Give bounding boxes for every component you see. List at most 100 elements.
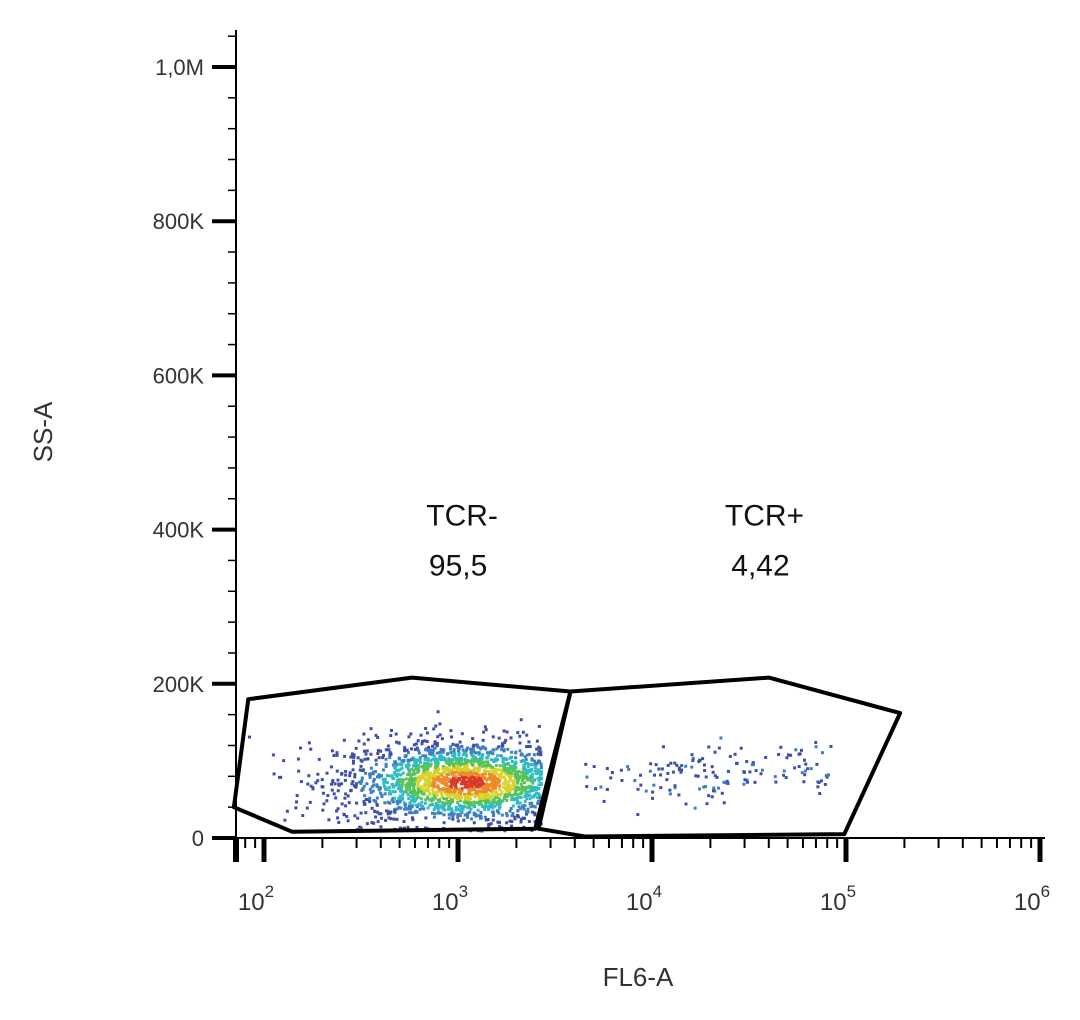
event-dot bbox=[509, 774, 513, 778]
event-dot bbox=[394, 765, 398, 769]
event-dot bbox=[461, 807, 465, 811]
event-dot bbox=[526, 785, 530, 789]
event-dot bbox=[353, 814, 357, 818]
event-dot bbox=[456, 757, 460, 761]
event-dot bbox=[342, 738, 346, 742]
event-dot bbox=[528, 778, 532, 782]
event-dot bbox=[819, 779, 823, 783]
event-dot bbox=[499, 768, 503, 772]
event-dot bbox=[723, 781, 727, 785]
event-dot bbox=[528, 801, 532, 805]
event-dot bbox=[713, 750, 717, 754]
event-dot bbox=[434, 763, 438, 767]
event-dot bbox=[469, 817, 473, 821]
event-dot bbox=[522, 764, 526, 768]
event-dot bbox=[449, 745, 453, 749]
event-dot bbox=[495, 771, 499, 775]
event-dot bbox=[461, 776, 465, 780]
event-dot bbox=[460, 779, 464, 783]
event-dot bbox=[679, 770, 683, 774]
event-dot bbox=[461, 768, 465, 772]
event-dot bbox=[414, 742, 418, 746]
event-dot bbox=[435, 764, 439, 768]
event-dot bbox=[365, 749, 369, 753]
event-dot bbox=[456, 793, 460, 797]
event-dot bbox=[380, 774, 384, 778]
event-dot bbox=[403, 803, 407, 807]
event-dot bbox=[520, 785, 524, 789]
event-dot bbox=[533, 811, 537, 815]
event-dot bbox=[726, 769, 730, 773]
event-dot bbox=[359, 811, 363, 815]
event-dot bbox=[417, 778, 421, 782]
event-dot bbox=[412, 778, 416, 782]
event-dot bbox=[508, 756, 512, 760]
event-dot bbox=[454, 785, 458, 789]
event-dot bbox=[422, 769, 426, 773]
event-dot bbox=[432, 815, 436, 819]
event-dot bbox=[394, 760, 398, 764]
event-dot bbox=[488, 763, 492, 767]
event-dot bbox=[505, 814, 509, 818]
event-dot bbox=[440, 781, 444, 785]
event-dot bbox=[489, 766, 493, 770]
event-dot bbox=[514, 770, 518, 774]
event-dot bbox=[447, 773, 451, 777]
event-dot bbox=[359, 758, 363, 762]
event-dot bbox=[309, 784, 313, 788]
event-dot bbox=[502, 766, 506, 770]
event-dot bbox=[366, 757, 370, 761]
event-dot bbox=[350, 752, 354, 756]
event-dot bbox=[387, 810, 391, 814]
y-axis-title: SS-A bbox=[28, 401, 58, 462]
event-dot bbox=[498, 784, 502, 788]
event-dot bbox=[492, 813, 496, 817]
event-dot bbox=[458, 792, 462, 796]
event-dot bbox=[463, 785, 467, 789]
event-dot bbox=[336, 816, 340, 820]
event-dot bbox=[476, 760, 480, 764]
event-dot bbox=[517, 778, 521, 782]
event-dot bbox=[720, 791, 724, 795]
event-dot bbox=[428, 781, 432, 785]
event-dot bbox=[473, 805, 477, 809]
event-dot bbox=[434, 778, 438, 782]
event-dot bbox=[489, 788, 493, 792]
y-tick-label: 0 bbox=[192, 826, 204, 851]
event-dot bbox=[712, 789, 716, 793]
event-dot bbox=[510, 760, 514, 764]
event-dot bbox=[538, 793, 542, 797]
event-dot bbox=[421, 804, 425, 808]
event-dot bbox=[754, 769, 758, 773]
event-dot bbox=[421, 771, 425, 775]
event-dot bbox=[406, 758, 410, 762]
event-dot bbox=[539, 777, 543, 781]
event-dot bbox=[500, 771, 504, 775]
event-dot bbox=[455, 797, 459, 801]
event-dot bbox=[454, 788, 458, 792]
event-dot bbox=[422, 775, 426, 779]
event-dot bbox=[502, 796, 506, 800]
event-dot bbox=[495, 747, 499, 751]
event-dot bbox=[489, 777, 493, 781]
event-dot bbox=[474, 812, 478, 816]
event-dot bbox=[444, 787, 448, 791]
event-dot bbox=[455, 767, 459, 771]
event-dot bbox=[330, 749, 334, 753]
event-dot bbox=[371, 772, 375, 776]
event-dot bbox=[514, 762, 518, 766]
event-dot bbox=[423, 782, 427, 786]
event-dot bbox=[388, 774, 392, 778]
event-dot bbox=[803, 773, 807, 777]
event-dot bbox=[483, 768, 487, 772]
event-dot bbox=[440, 806, 444, 810]
event-dot bbox=[498, 764, 502, 768]
event-dot bbox=[336, 778, 340, 782]
event-dot bbox=[433, 774, 437, 778]
event-dot bbox=[459, 759, 463, 763]
event-dot bbox=[530, 779, 534, 783]
event-dot bbox=[406, 825, 410, 829]
event-dot bbox=[479, 802, 483, 806]
event-dot bbox=[424, 767, 428, 771]
event-dot bbox=[525, 775, 529, 779]
